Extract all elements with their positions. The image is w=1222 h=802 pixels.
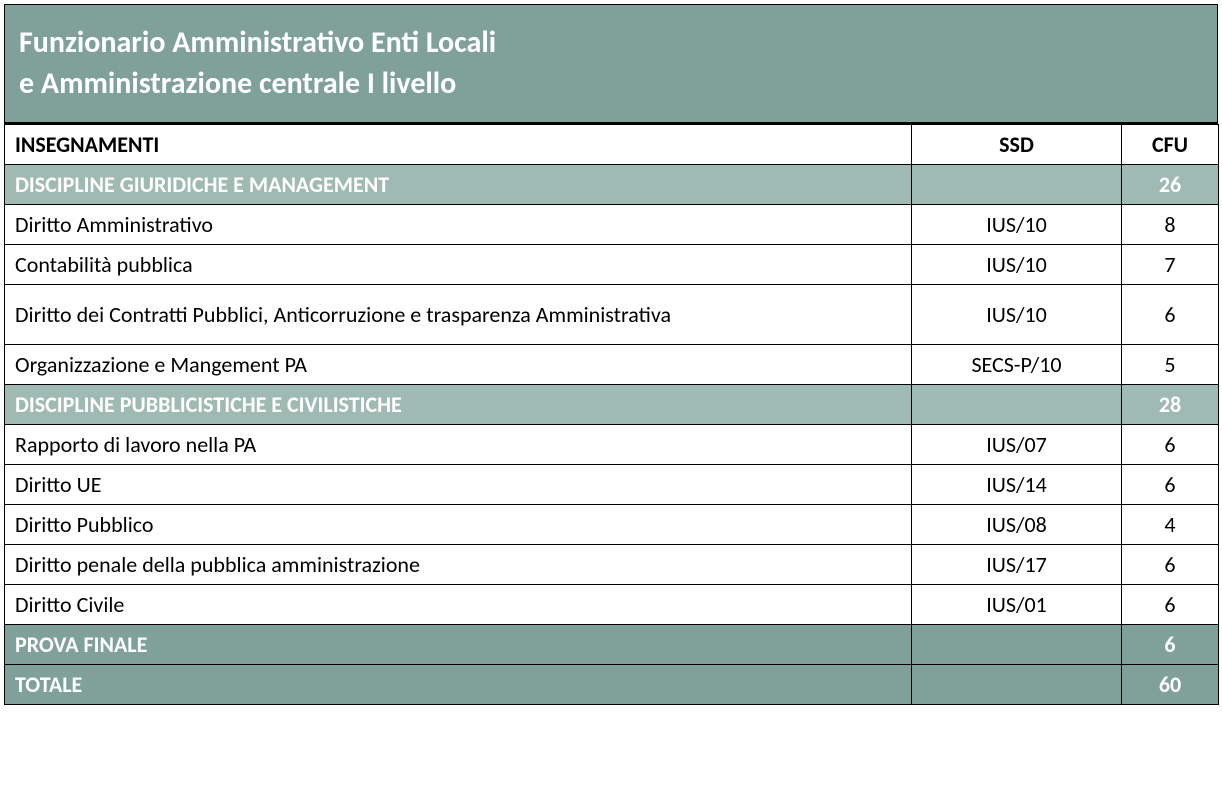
footer-row: PROVA FINALE 6: [5, 625, 1219, 665]
table-row: Organizzazione e Mangement PASECS-P/105: [5, 345, 1219, 385]
table-row: Diritto AmministrativoIUS/108: [5, 205, 1219, 245]
section-ssd: [912, 165, 1122, 205]
course-name: Diritto Pubblico: [5, 505, 912, 545]
course-cfu: 6: [1122, 425, 1219, 465]
curriculum-table: Funzionario Amministrativo Enti Locali e…: [4, 4, 1218, 705]
table-row: Diritto CivileIUS/016: [5, 585, 1219, 625]
column-header-row: INSEGNAMENTISSDCFU: [5, 125, 1219, 165]
footer-cfu: 60: [1122, 665, 1219, 705]
section-label: DISCIPLINE GIURIDICHE E MANAGEMENT: [5, 165, 912, 205]
course-cfu: 6: [1122, 545, 1219, 585]
footer-label: PROVA FINALE: [5, 625, 912, 665]
footer-cfu: 6: [1122, 625, 1219, 665]
course-cfu: 6: [1122, 285, 1219, 345]
course-cfu: 6: [1122, 465, 1219, 505]
course-name: Diritto penale della pubblica amministra…: [5, 545, 912, 585]
course-cfu: 6: [1122, 585, 1219, 625]
course-cfu: 8: [1122, 205, 1219, 245]
course-cfu: 5: [1122, 345, 1219, 385]
course-cfu: 7: [1122, 245, 1219, 285]
table-row: Diritto dei Contratti Pubblici, Anticorr…: [5, 285, 1219, 345]
section-cfu: 26: [1122, 165, 1219, 205]
section-header: DISCIPLINE GIURIDICHE E MANAGEMENT 26: [5, 165, 1219, 205]
course-name: Rapporto di lavoro nella PA: [5, 425, 912, 465]
table-row: Diritto PubblicoIUS/084: [5, 505, 1219, 545]
course-name: Organizzazione e Mangement PA: [5, 345, 912, 385]
section-ssd: [912, 385, 1122, 425]
course-name: Diritto UE: [5, 465, 912, 505]
course-ssd: IUS/01: [912, 585, 1122, 625]
title-line-1: Funzionario Amministrativo Enti Locali: [19, 24, 496, 61]
footer-label: TOTALE: [5, 665, 912, 705]
section-cfu: 28: [1122, 385, 1219, 425]
course-ssd: SECS-P/10: [912, 345, 1122, 385]
col-header-cfu: CFU: [1122, 125, 1219, 165]
table-row: Contabilità pubblicaIUS/107: [5, 245, 1219, 285]
course-ssd: IUS/17: [912, 545, 1122, 585]
course-ssd: IUS/07: [912, 425, 1122, 465]
course-ssd: IUS/08: [912, 505, 1122, 545]
course-ssd: IUS/10: [912, 245, 1122, 285]
course-name: Diritto Civile: [5, 585, 912, 625]
footer-ssd: [912, 665, 1122, 705]
course-cfu: 4: [1122, 505, 1219, 545]
table-title: Funzionario Amministrativo Enti Locali e…: [4, 4, 1218, 124]
course-ssd: IUS/14: [912, 465, 1122, 505]
course-name: Diritto Amministrativo: [5, 205, 912, 245]
section-header: DISCIPLINE PUBBLICISTICHE E CIVILISTICHE…: [5, 385, 1219, 425]
course-name: Diritto dei Contratti Pubblici, Anticorr…: [5, 285, 912, 345]
table-row: Diritto penale della pubblica amministra…: [5, 545, 1219, 585]
table-row: Rapporto di lavoro nella PAIUS/076: [5, 425, 1219, 465]
course-name: Contabilità pubblica: [5, 245, 912, 285]
title-line-2: e Amministrazione centrale I livello: [19, 65, 456, 102]
course-ssd: IUS/10: [912, 205, 1122, 245]
col-header-ssd: SSD: [912, 125, 1122, 165]
courses-table: INSEGNAMENTISSDCFUDISCIPLINE GIURIDICHE …: [4, 124, 1219, 705]
col-header-name: INSEGNAMENTI: [5, 125, 912, 165]
footer-row: TOTALE 60: [5, 665, 1219, 705]
table-row: Diritto UEIUS/146: [5, 465, 1219, 505]
section-label: DISCIPLINE PUBBLICISTICHE E CIVILISTICHE: [5, 385, 912, 425]
footer-ssd: [912, 625, 1122, 665]
course-ssd: IUS/10: [912, 285, 1122, 345]
